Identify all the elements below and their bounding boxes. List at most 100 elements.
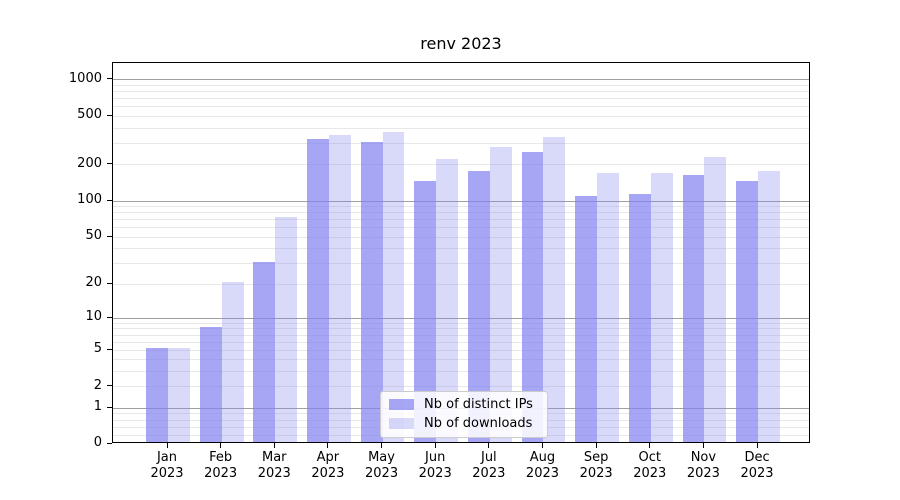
grid-line-minor [113,127,809,129]
bar-downloads [597,172,619,442]
x-tick-label: Aug 2023 [525,450,560,481]
x-tick-label: Feb 2023 [204,450,238,481]
grid-line-minor [113,322,809,324]
bar-downloads [382,131,405,442]
bar-downloads [650,172,673,442]
grid-line-minor [113,248,809,250]
x-tick-label: May 2023 [365,450,399,481]
grid-line-minor [113,236,809,238]
y-tick-mark [107,114,112,116]
legend-label: Nb of downloads [424,416,533,431]
grid-line-major [113,200,809,202]
x-tick-label: Oct 2023 [633,450,667,481]
grid-line-minor [113,106,809,108]
grid-line-minor [113,142,809,144]
y-tick-label: 50 [85,228,102,244]
grid-line-major [113,79,809,81]
grid-line-minor [113,212,809,214]
x-tick-mark [381,443,383,448]
x-tick-mark [702,443,704,448]
x-tick-label: Apr 2023 [311,450,345,481]
bar-distinct-ips [146,348,168,442]
bar-downloads [489,147,512,442]
x-tick-mark [273,443,275,448]
bar-downloads [758,170,780,442]
legend-swatch [389,418,414,429]
grid-line-minor [113,341,809,343]
x-tick-mark [220,443,222,448]
bar-downloads [221,282,244,442]
legend-row: Nb of downloads [389,416,539,431]
grid-line-minor [113,334,809,336]
grid-line-minor [113,227,809,229]
y-tick-label: 500 [77,107,102,123]
legend-swatch [389,399,414,410]
x-tick-mark [649,443,651,448]
grid-line-minor [113,115,809,117]
grid-line-minor [113,219,809,221]
y-tick-mark [107,348,112,350]
bar-distinct-ips [467,171,490,442]
grid-line-minor [113,359,809,361]
x-tick-label: Jan 2023 [150,450,184,481]
bar-distinct-ips [628,194,651,442]
grid-line-minor [113,206,809,208]
plot-area [112,62,810,443]
bar-distinct-ips [253,261,276,442]
x-tick-label: Dec 2023 [740,450,774,481]
grid-line-minor [113,386,809,388]
x-tick-mark [756,443,758,448]
y-tick-label: 1000 [68,70,102,86]
grid-line-major [113,317,809,319]
legend: Nb of distinct IPs Nb of downloads [380,391,548,438]
grid-line-minor [113,91,809,93]
y-tick-mark [107,163,112,165]
y-tick-mark [107,406,112,408]
bar-distinct-ips [682,175,705,442]
grid-line-minor [113,98,809,100]
bar-distinct-ips [575,196,598,442]
x-tick-label: Sep 2023 [579,450,613,481]
y-tick-label: 200 [77,155,102,171]
grid-line-minor [113,164,809,166]
y-tick-label: 20 [85,275,102,291]
x-tick-mark [541,443,543,448]
x-tick-label: Jun 2023 [418,450,452,481]
x-tick-mark [166,443,168,448]
y-tick-mark [107,235,112,237]
bar-distinct-ips [414,180,437,442]
bar-downloads [436,158,459,442]
y-tick-mark [107,199,112,201]
x-tick-mark [327,443,329,448]
y-tick-label: 100 [77,192,102,208]
chart-title: renv 2023 [420,34,502,53]
bar-distinct-ips [360,142,383,442]
bar-downloads [168,348,190,442]
bar-downloads [275,216,298,442]
bar-distinct-ips [736,180,759,442]
y-tick-mark [107,385,112,387]
bar-distinct-ips [307,138,329,442]
y-tick-mark [107,316,112,318]
bar-distinct-ips [521,152,544,442]
y-tick-mark [107,78,112,80]
grid-line-minor [113,84,809,86]
y-tick-label: 0 [93,435,102,450]
grid-line-minor [113,371,809,373]
grid-line-minor [113,283,809,285]
bars-layer [113,63,809,442]
x-tick-label: Nov 2023 [686,450,720,481]
y-tick-mark [107,442,112,444]
grid-line-minor [113,328,809,330]
x-tick-mark [434,443,436,448]
grid-line-minor [113,263,809,264]
y-tick-label: 1 [93,399,102,415]
y-tick-label: 10 [85,309,102,325]
bar-downloads [543,137,566,442]
x-tick-label: Mar 2023 [257,450,291,481]
x-tick-label: Jul 2023 [472,450,506,481]
bar-downloads [704,157,727,442]
x-tick-mark [488,443,490,448]
y-tick-mark [107,282,112,284]
